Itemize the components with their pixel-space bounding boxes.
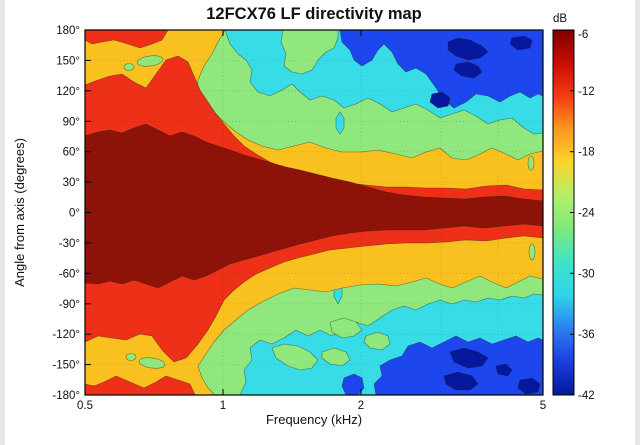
drop-green-right-2 <box>528 243 536 261</box>
y-axis-ticks: 180° 150° 120° 90° 60° 30° 0° -30° -60° … <box>52 25 80 402</box>
patch-green-top-edge <box>280 30 339 75</box>
axes-box <box>84 29 544 396</box>
patch-navy-bottom-4 <box>495 363 513 377</box>
y-tick-label: 0° <box>69 208 80 220</box>
x-tick-label: 2 <box>358 400 364 412</box>
y-tick-label: 90° <box>63 116 80 128</box>
patch-green-bottom-2 <box>329 317 363 339</box>
y-tick-label: -60° <box>59 268 80 280</box>
colorbar-tick-label: -36 <box>578 329 595 341</box>
patch-green-bottom-3 <box>321 347 351 367</box>
right-edge-strip <box>635 0 640 445</box>
x-tick-label: 5 <box>540 400 546 412</box>
drop-green-right-1 <box>527 155 535 171</box>
patch-navy-top-4 <box>429 91 451 109</box>
drop-green-bottomleft-1 <box>138 357 166 369</box>
y-tick-label: -30° <box>59 238 80 250</box>
x-tick-label: 0.5 <box>77 400 93 412</box>
patch-navy-bottom-2 <box>443 371 479 391</box>
patch-navy-top-2 <box>453 61 483 79</box>
y-tick-label: -180° <box>52 390 80 402</box>
patch-navy-top-1 <box>447 37 489 61</box>
colorbar-tick-label: -42 <box>578 390 595 402</box>
y-tick-label: 180° <box>56 25 80 37</box>
patch-navy-top-3 <box>509 35 533 51</box>
y-tick-label: -150° <box>52 360 80 372</box>
drop-cyan-top <box>335 111 345 135</box>
gridlines <box>85 30 543 395</box>
y-tick-label: 150° <box>56 55 80 67</box>
band-blue-top <box>339 30 543 109</box>
patch-green-bottom-4 <box>363 331 391 351</box>
colorbar-tick-labels: -6 -12 -18 -24 -30 -36 -42 <box>578 29 595 402</box>
left-edge-strip <box>0 0 5 445</box>
patch-green-bottom-1 <box>271 343 319 371</box>
drop-green-topleft-2 <box>123 63 135 71</box>
chart-title: 12FCX76 LF directivity map <box>206 5 422 23</box>
colorbar-tick-label: -6 <box>578 29 588 41</box>
y-tick-label: -120° <box>52 329 80 341</box>
colorbar: dB -6 -12 -18 -24 -30 -36 -42 <box>552 13 595 402</box>
patch-red-bottomleft <box>85 375 196 395</box>
contour-plot-area <box>85 30 543 395</box>
colorbar-tick-label: -12 <box>578 86 595 98</box>
drop-green-bottomleft-2 <box>125 353 137 361</box>
y-axis-label: Angle from axis (degrees) <box>12 138 27 287</box>
colorbar-ticks <box>570 90 574 335</box>
patch-navy-bottom-3 <box>517 377 541 395</box>
y-tick-label: 60° <box>63 147 80 159</box>
colorbar-tick-label: -24 <box>578 208 595 220</box>
drop-green-topleft-1 <box>136 55 164 67</box>
colorbar-unit-label: dB <box>553 13 567 25</box>
x-axis-label: Frequency (kHz) <box>266 412 362 427</box>
patch-navy-bottom-1 <box>449 347 489 369</box>
y-tick-label: -90° <box>59 299 80 311</box>
patch-red-topleft <box>85 30 169 49</box>
colorbar-tick-label: -18 <box>578 147 595 159</box>
x-axis-ticks: 0.5 1 2 5 <box>77 400 546 412</box>
y-tick-label: 30° <box>63 177 80 189</box>
band-blue-bottom <box>373 335 543 395</box>
x-tick-label: 1 <box>220 400 226 412</box>
band-maroon-main-lobe <box>85 123 543 289</box>
colorbar-tick-label: -30 <box>578 268 595 280</box>
y-tick-label: 120° <box>56 86 80 98</box>
